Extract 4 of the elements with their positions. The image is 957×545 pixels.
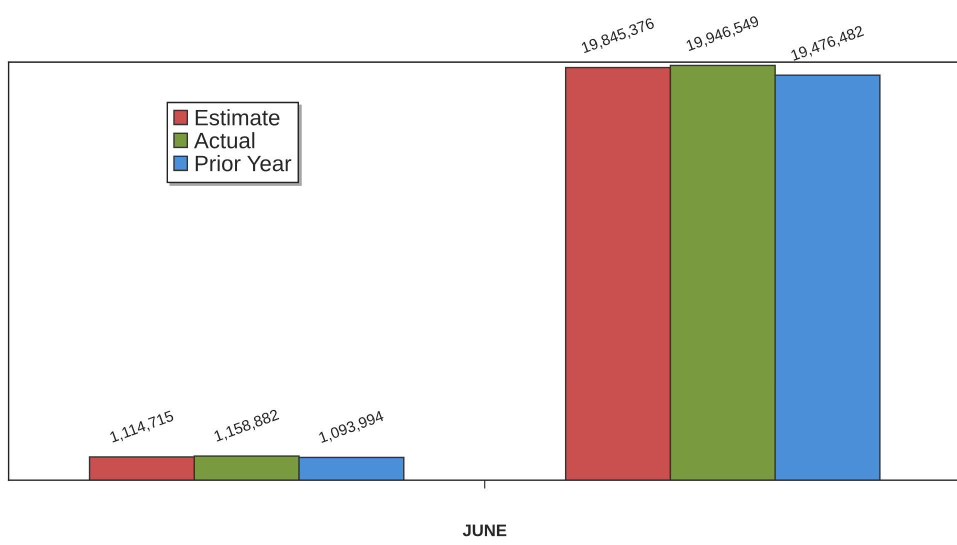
x-axis-title: JUNE [462, 524, 506, 536]
legend-label: Estimate [196, 109, 280, 126]
legend-label: Actual [194, 132, 254, 148]
legend-label: Prior Year [196, 155, 292, 172]
